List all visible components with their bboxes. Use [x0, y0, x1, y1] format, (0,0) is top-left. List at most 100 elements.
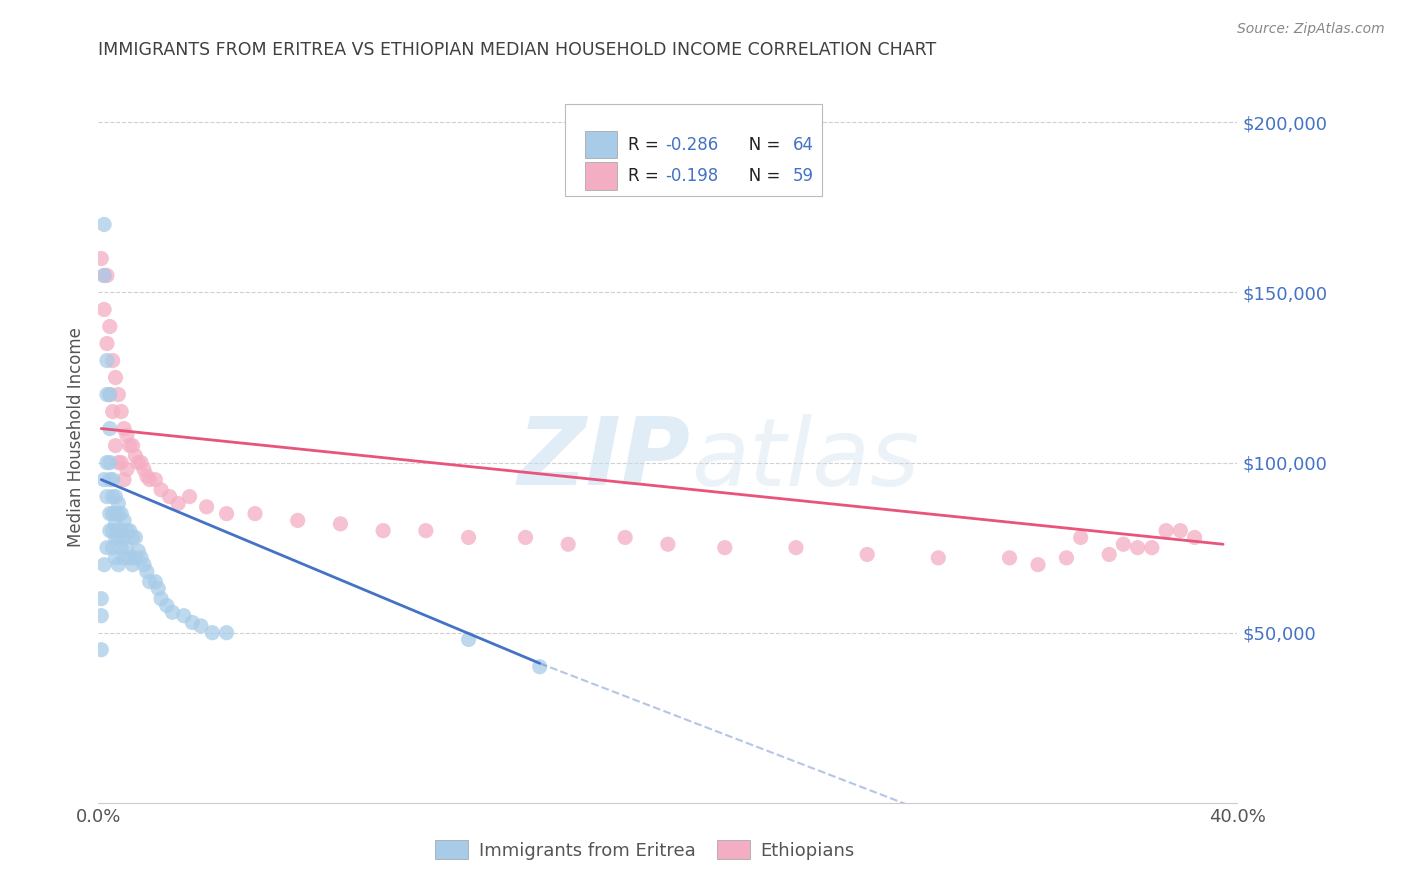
Point — [101, 490, 124, 504]
Point — [135, 565, 157, 579]
Point — [1026, 558, 1049, 572]
Point — [127, 544, 149, 558]
Point — [90, 642, 112, 657]
Point — [614, 531, 637, 545]
Point — [1070, 531, 1092, 545]
Point — [115, 541, 138, 555]
Point — [90, 591, 112, 606]
Point — [93, 268, 115, 283]
Point — [107, 496, 129, 510]
Point — [112, 531, 135, 545]
Point — [1184, 531, 1206, 545]
Point — [127, 456, 149, 470]
Text: R =: R = — [628, 136, 664, 153]
Point — [96, 336, 118, 351]
Point — [98, 387, 121, 401]
Point — [107, 456, 129, 470]
Point — [135, 469, 157, 483]
Point — [107, 387, 129, 401]
Point — [104, 531, 127, 545]
Point — [415, 524, 437, 538]
FancyBboxPatch shape — [585, 130, 617, 159]
Point — [110, 456, 132, 470]
Text: 59: 59 — [793, 167, 814, 185]
Point — [93, 473, 115, 487]
Point — [287, 513, 309, 527]
Point — [110, 507, 132, 521]
Point — [118, 524, 141, 538]
Point — [457, 632, 479, 647]
Point — [657, 537, 679, 551]
Point — [138, 473, 160, 487]
Point — [115, 462, 138, 476]
Point — [112, 550, 135, 565]
Point — [132, 558, 155, 572]
Point — [98, 387, 121, 401]
Point — [215, 507, 238, 521]
Point — [101, 541, 124, 555]
Point — [124, 449, 146, 463]
Point — [98, 473, 121, 487]
Point — [90, 252, 112, 266]
Point — [104, 507, 127, 521]
Point — [529, 659, 551, 673]
Point — [173, 608, 195, 623]
FancyBboxPatch shape — [585, 162, 617, 190]
Point — [121, 439, 143, 453]
Point — [104, 516, 127, 531]
Point — [179, 490, 201, 504]
Point — [112, 421, 135, 435]
Point — [927, 550, 949, 565]
Point — [132, 462, 155, 476]
Point — [515, 531, 537, 545]
FancyBboxPatch shape — [565, 104, 821, 195]
Point — [156, 599, 179, 613]
Point — [104, 439, 127, 453]
Point — [98, 319, 121, 334]
Point — [93, 268, 115, 283]
Point — [107, 524, 129, 538]
Point — [181, 615, 204, 630]
Point — [104, 370, 127, 384]
Point — [98, 456, 121, 470]
Point — [329, 516, 352, 531]
Text: -0.198: -0.198 — [665, 167, 718, 185]
Point — [1154, 524, 1177, 538]
Point — [98, 421, 121, 435]
Point — [121, 558, 143, 572]
Point — [159, 490, 181, 504]
Point — [145, 574, 167, 589]
Point — [112, 513, 135, 527]
Point — [101, 507, 124, 521]
Y-axis label: Median Household Income: Median Household Income — [66, 327, 84, 547]
Point — [110, 524, 132, 538]
Point — [118, 439, 141, 453]
Point — [107, 558, 129, 572]
Text: IMMIGRANTS FROM ERITREA VS ETHIOPIAN MEDIAN HOUSEHOLD INCOME CORRELATION CHART: IMMIGRANTS FROM ERITREA VS ETHIOPIAN MED… — [98, 41, 936, 59]
Point — [98, 524, 121, 538]
Point — [129, 550, 152, 565]
Point — [190, 619, 212, 633]
Point — [93, 218, 115, 232]
Text: N =: N = — [733, 136, 786, 153]
Point — [124, 550, 146, 565]
Point — [98, 507, 121, 521]
Point — [195, 500, 218, 514]
Point — [101, 473, 124, 487]
Point — [243, 507, 266, 521]
Text: Source: ZipAtlas.com: Source: ZipAtlas.com — [1237, 22, 1385, 37]
Text: 64: 64 — [793, 136, 814, 153]
Point — [145, 473, 167, 487]
Point — [1098, 548, 1121, 562]
Point — [785, 541, 807, 555]
Point — [124, 531, 146, 545]
Point — [107, 531, 129, 545]
Point — [110, 541, 132, 555]
Point — [856, 548, 879, 562]
Point — [118, 550, 141, 565]
Point — [998, 550, 1021, 565]
Point — [104, 550, 127, 565]
Point — [1140, 541, 1163, 555]
Point — [150, 591, 173, 606]
Point — [1126, 541, 1149, 555]
